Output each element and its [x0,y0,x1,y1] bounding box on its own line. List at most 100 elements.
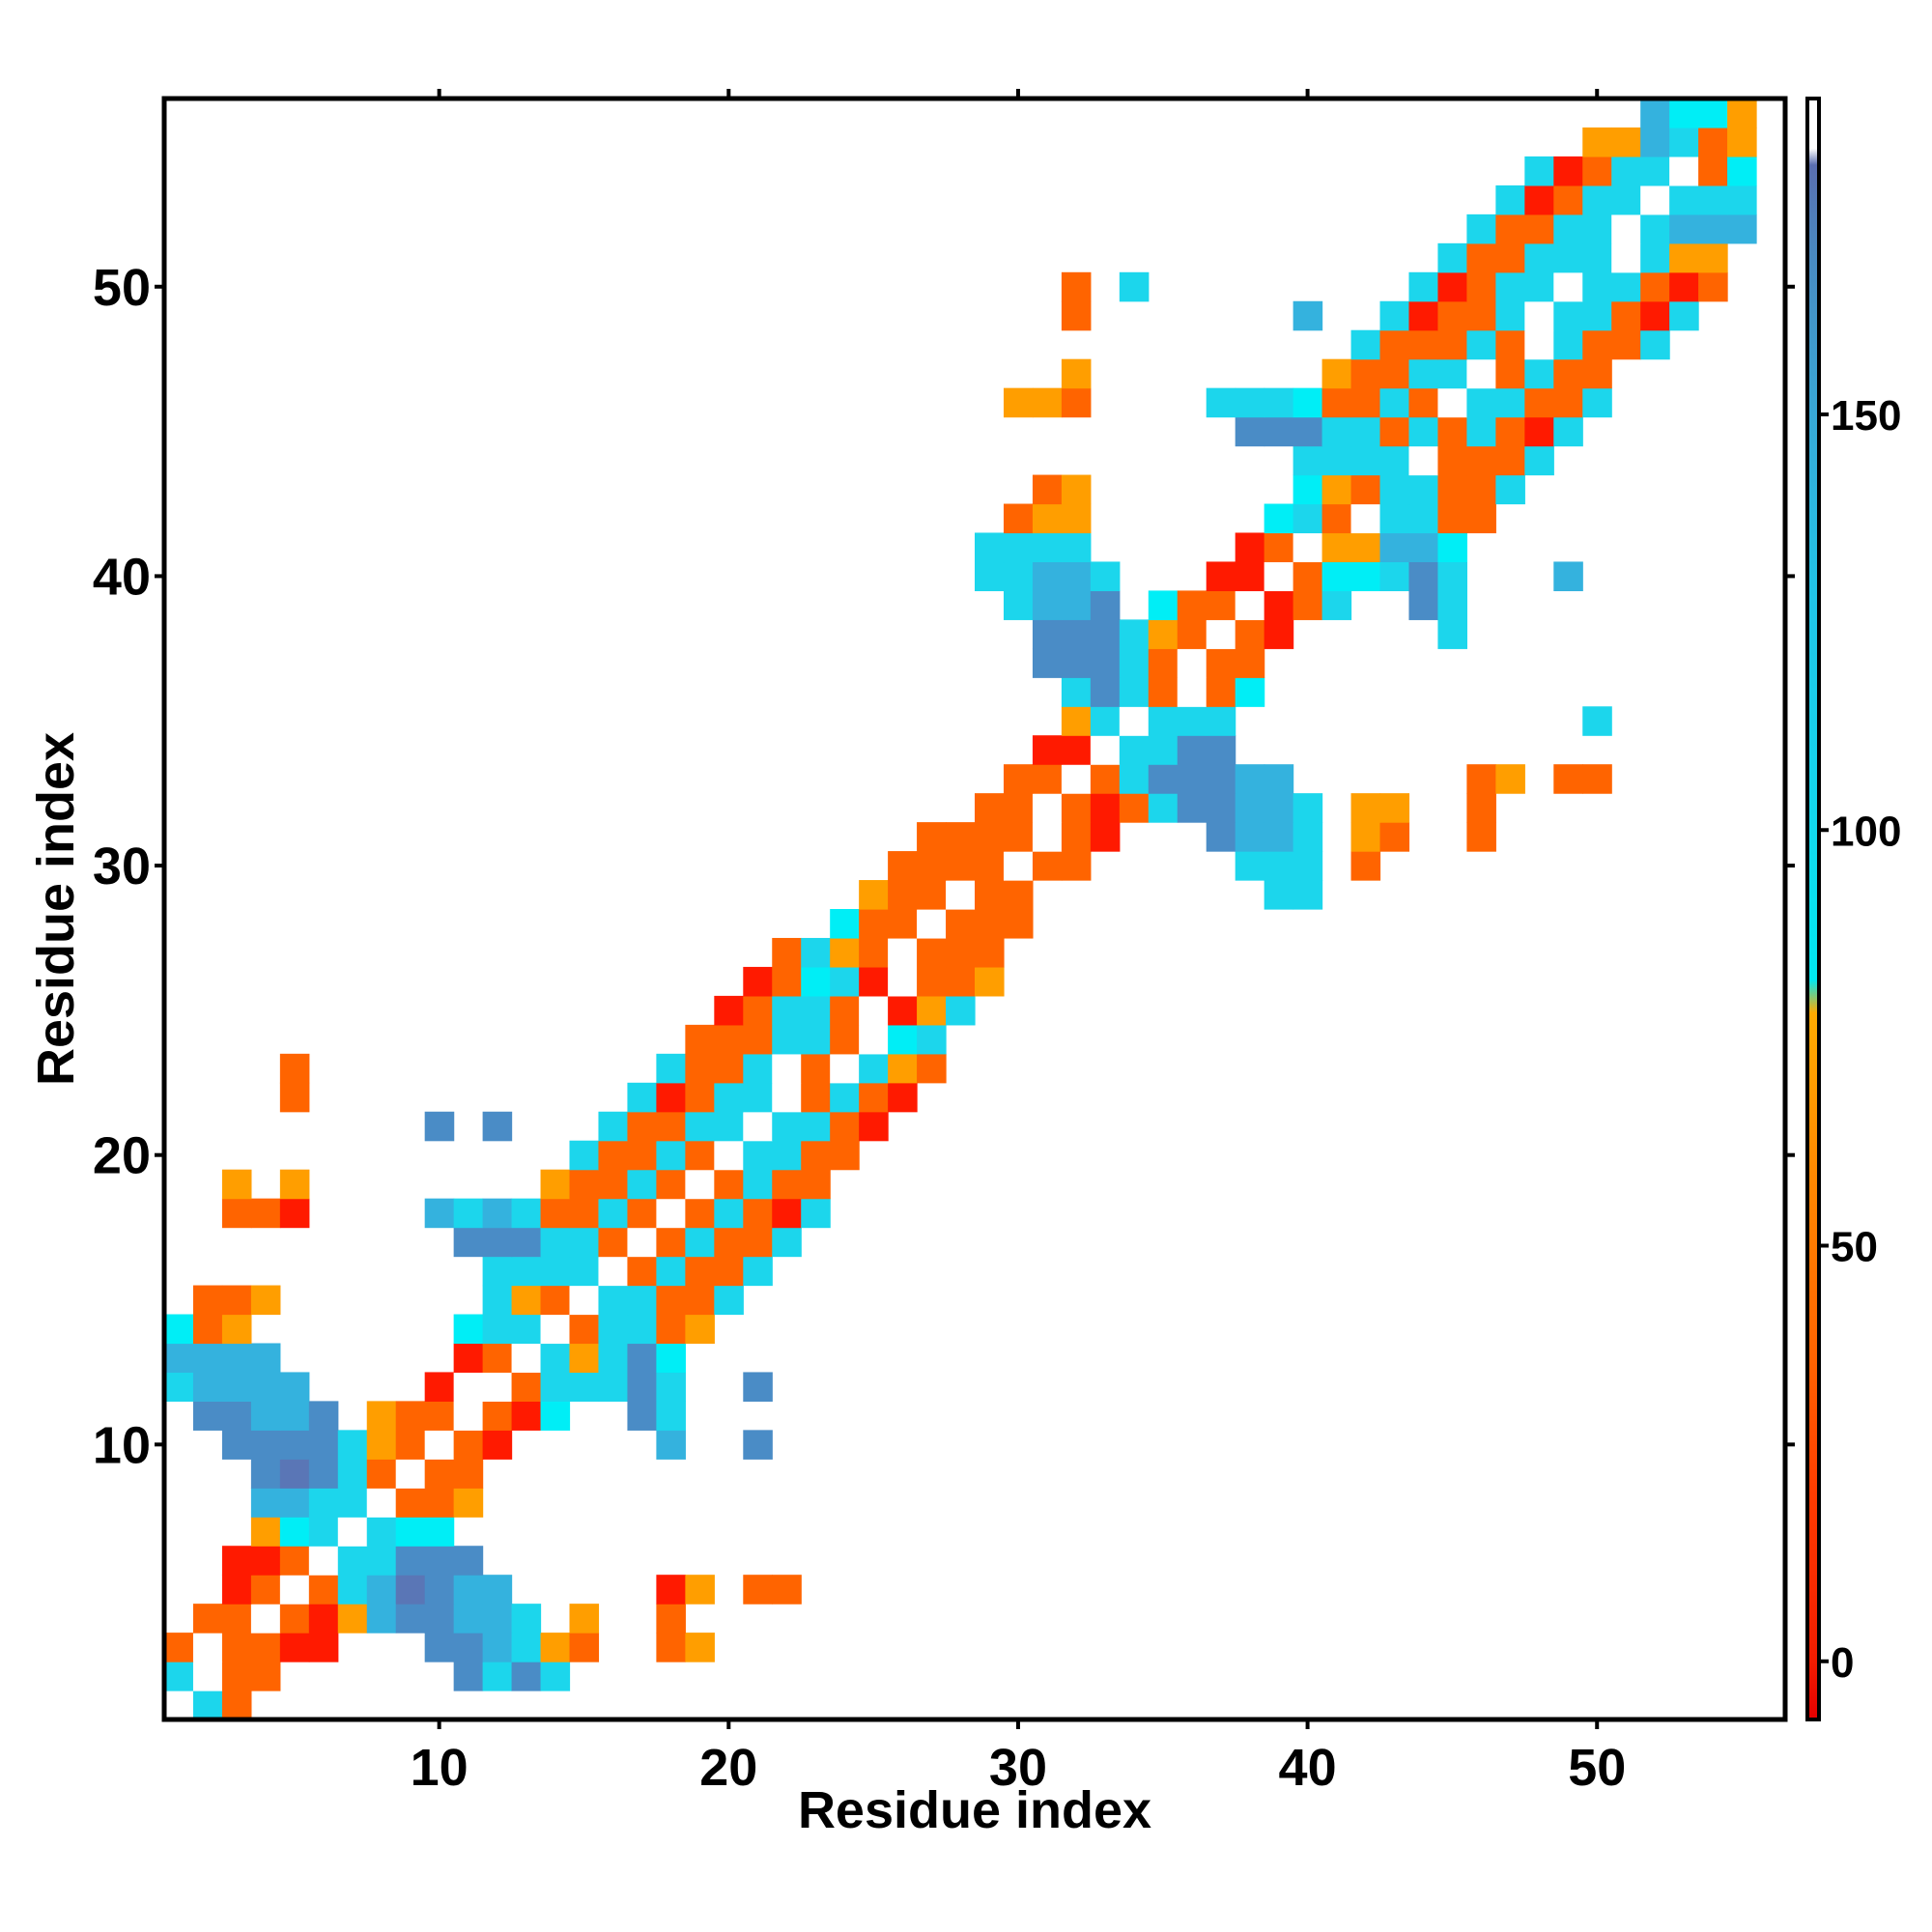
heatmap-cell [714,1198,744,1229]
heatmap-cell [1640,213,1670,244]
heatmap-cell [859,1053,889,1084]
heatmap-cell [1350,329,1381,360]
heatmap-cell [337,1546,368,1576]
heatmap-cell [1698,99,1728,128]
heatmap-cell [279,1517,310,1547]
heatmap-cell [453,1401,484,1431]
heatmap-cell [511,1633,542,1662]
heatmap-cell [598,1169,629,1200]
heatmap-cell [656,1285,686,1316]
heatmap-cell [685,1575,715,1605]
heatmap-cell [250,1285,281,1316]
heatmap-cell [888,1082,918,1113]
heatmap-cell [1264,880,1294,910]
heatmap-cell [395,1488,426,1518]
y-tick-label: 10 [93,1416,151,1474]
heatmap-cell [1524,185,1554,215]
heatmap-cell [1466,242,1496,273]
heatmap-cell [888,1053,918,1084]
heatmap-cell [395,1430,426,1460]
heatmap-cell [1321,561,1352,591]
heatmap-cell [424,1198,455,1229]
heatmap-cell [772,1140,802,1171]
heatmap-cell [511,1227,542,1258]
heatmap-cell [250,1343,281,1374]
heatmap-cell [1379,416,1410,447]
heatmap-cell [308,1459,339,1489]
heatmap-cell [1379,561,1410,591]
heatmap-cell [1350,358,1381,389]
heatmap-cell [801,1111,831,1142]
heatmap-cell [453,1662,484,1691]
heatmap-cell [1466,445,1496,476]
heatmap-cell [308,1430,339,1460]
heatmap-cell [1582,127,1612,157]
heatmap-cell [627,1198,657,1229]
heatmap-cell [337,1459,368,1489]
heatmap-cell [1264,822,1294,852]
heatmap-cell [1119,764,1150,794]
heatmap-cell [685,1024,715,1055]
heatmap-cell [1727,213,1757,244]
heatmap-cell [1408,271,1439,302]
heatmap-cell [1032,851,1063,881]
heatmap-cell [1119,648,1150,678]
heatmap-cell [540,1169,571,1200]
y-tick-label: 20 [93,1127,151,1185]
heatmap-cell [1206,561,1236,591]
heatmap-cell [830,966,860,997]
heatmap-cell [482,1430,513,1460]
heatmap-cell [279,1633,310,1662]
heatmap-cell [250,1430,281,1460]
heatmap-cells [164,99,1757,1720]
heatmap-cell [1090,735,1121,765]
heatmap-cell [1524,358,1554,389]
heatmap-cell [308,1401,339,1431]
heatmap-cell [1206,648,1236,678]
heatmap-cell [279,1372,310,1402]
heatmap-cell [598,1372,629,1402]
heatmap-cell [598,1343,629,1374]
heatmap-cell [1553,358,1583,389]
heatmap-cell [1321,387,1352,418]
heatmap-cell [1293,532,1323,563]
heatmap-cell [1495,213,1525,244]
heatmap-cell [279,1546,310,1576]
heatmap-cell [1582,706,1612,736]
heatmap-cell [627,1285,657,1316]
heatmap-cell [743,995,773,1026]
heatmap-cell [1466,300,1496,331]
heatmap-cell [1466,416,1496,447]
y-tick-label: 40 [93,548,151,606]
heatmap-cell [395,1401,426,1431]
heatmap-cell [1611,185,1641,215]
heatmap-cell [164,1662,194,1691]
heatmap-cell [1032,532,1063,563]
heatmap-cell [1553,416,1583,447]
heatmap-cell [1640,185,1670,215]
heatmap-cell [1524,242,1554,273]
heatmap-cell [1032,387,1063,418]
heatmap-cell [164,1372,194,1402]
heatmap-cell [859,1024,889,1055]
heatmap-cell [1495,358,1525,389]
x-tick-label: 20 [699,1739,757,1797]
heatmap-cell [1235,822,1265,852]
heatmap-cell [801,966,831,997]
heatmap-cell [917,880,947,910]
heatmap-cell [685,1227,715,1258]
heatmap-cell [1003,561,1034,591]
heatmap-cell [1379,503,1410,534]
heatmap-cell [627,1343,657,1374]
heatmap-cell [598,1285,629,1316]
heatmap-cell [1611,271,1641,302]
heatmap-cell [888,937,918,968]
heatmap-cell [1264,590,1294,620]
heatmap-cell [1003,387,1034,418]
heatmap-cell [308,1546,339,1576]
heatmap-cell [511,1314,542,1345]
heatmap-cell [221,1575,252,1605]
heatmap-cell [888,995,918,1026]
heatmap-cell [1698,185,1728,215]
heatmap-cell [540,1662,571,1691]
